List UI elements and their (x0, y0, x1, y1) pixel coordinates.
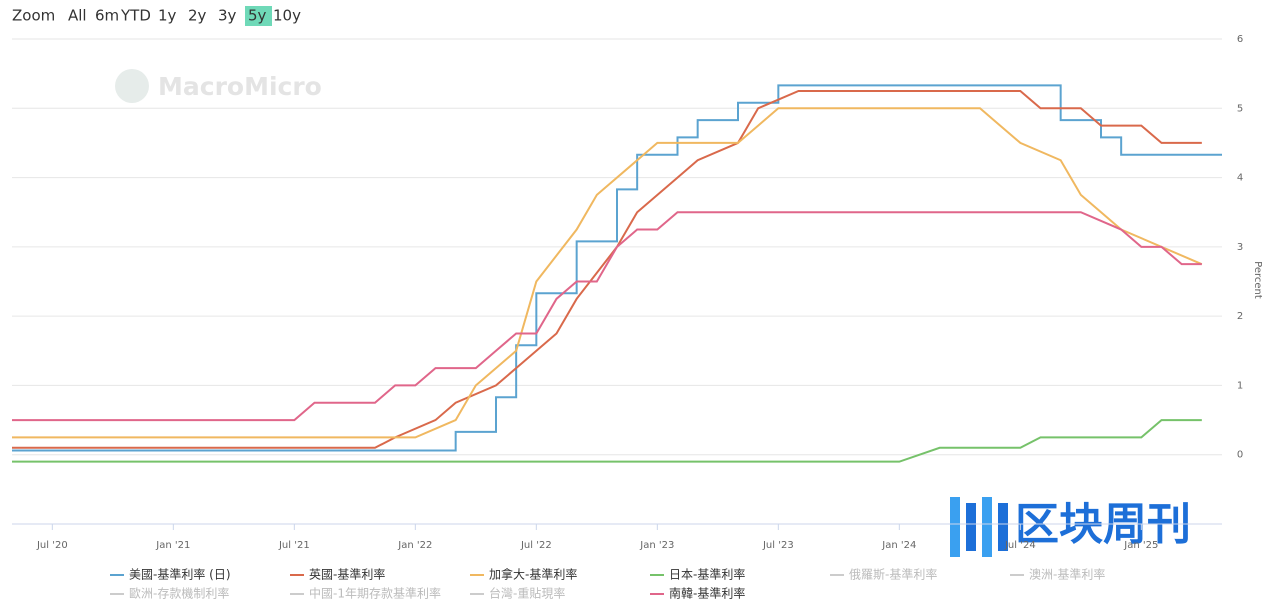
y-tick-label: 4 (1237, 173, 1243, 184)
x-tick-label: Jul '22 (520, 540, 552, 551)
legend-label[interactable]: 歐洲-存款機制利率 (129, 586, 229, 601)
x-tick-label: Jul '21 (278, 540, 310, 551)
series-line (12, 107, 1203, 439)
range-highlight (245, 6, 272, 26)
y-tick-label: 0 (1237, 450, 1243, 461)
watermark-logo (982, 497, 992, 557)
legend-label[interactable]: 俄羅斯-基準利率 (849, 567, 937, 582)
series-line (12, 211, 1202, 422)
legend-label[interactable]: 美國-基準利率 (日) (129, 567, 231, 582)
legend-label[interactable]: 加拿大-基準利率 (489, 567, 577, 582)
legend-label[interactable]: 澳洲-基準利率 (1029, 567, 1105, 582)
series-line (12, 84, 1222, 452)
legend-label[interactable]: 台灣-重貼現率 (489, 586, 565, 601)
x-tick-label: Jan '21 (155, 540, 190, 551)
watermark-logo (115, 69, 149, 103)
range-button[interactable]: 5y (248, 7, 267, 25)
legend-label[interactable]: 南韓-基準利率 (669, 586, 745, 601)
x-tick-label: Jul '24 (1004, 540, 1036, 551)
x-tick-label: Jan '24 (881, 540, 916, 551)
range-button[interactable]: 3y (218, 7, 237, 25)
y-tick-label: 6 (1237, 34, 1243, 45)
range-button[interactable]: 1y (158, 7, 177, 25)
x-tick-label: Jan '22 (397, 540, 432, 551)
watermark-logo (966, 503, 976, 551)
series-line (12, 419, 1202, 463)
x-tick-label: Jan '23 (639, 540, 674, 551)
y-tick-label: 3 (1237, 242, 1243, 253)
y-axis-title: Percent (1252, 261, 1263, 299)
legend-label[interactable]: 中國-1年期存款基準利率 (309, 586, 441, 601)
y-tick-label: 1 (1237, 380, 1243, 391)
y-tick-label: 5 (1237, 103, 1243, 114)
watermark-logo (998, 503, 1008, 551)
range-button[interactable]: YTD (120, 7, 151, 25)
range-button[interactable]: 6m (95, 7, 119, 25)
series-line (12, 89, 1202, 449)
range-button[interactable]: All (68, 7, 87, 25)
watermark: MacroMicro (158, 72, 322, 101)
legend-label[interactable]: 日本-基準利率 (669, 567, 745, 582)
x-tick-label: Jul '23 (762, 540, 794, 551)
range-button[interactable]: 2y (188, 7, 207, 25)
legend-label[interactable]: 英國-基準利率 (309, 567, 385, 582)
x-tick-label: Jan '25 (1123, 540, 1158, 551)
y-tick-label: 2 (1237, 311, 1243, 322)
zoom-label: Zoom (12, 7, 55, 25)
range-button[interactable]: 10y (273, 7, 301, 25)
watermark-logo (950, 497, 960, 557)
x-tick-label: Jul '20 (36, 540, 68, 551)
